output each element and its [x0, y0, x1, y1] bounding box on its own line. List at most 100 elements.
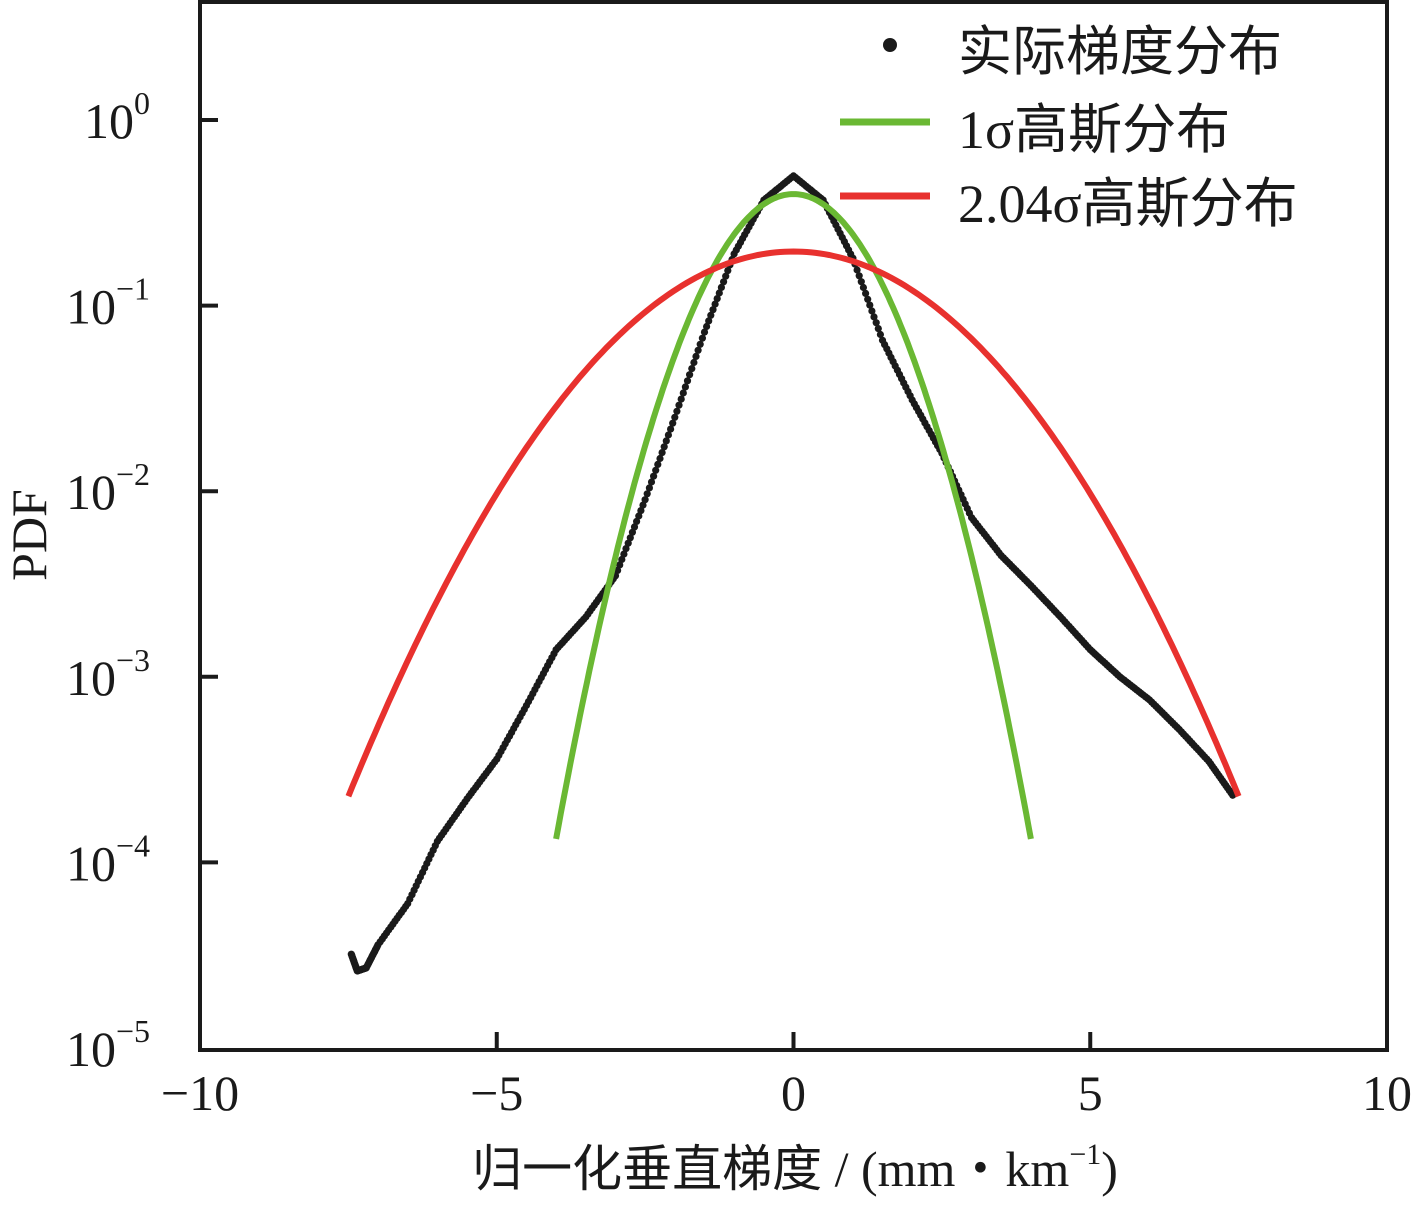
- data-point: [686, 371, 694, 379]
- data-point: [853, 266, 861, 274]
- x-axis-title-superscript: −1: [1069, 1138, 1101, 1171]
- data-point: [656, 454, 664, 463]
- legend-label-1sigma: 1σ高斯分布: [958, 100, 1230, 160]
- data-point: [857, 278, 865, 286]
- x-axis-title: 归一化垂直梯度 / (mm・km−1): [472, 1138, 1118, 1197]
- data-point: [864, 295, 872, 303]
- y-tick-exponent: −3: [116, 642, 150, 678]
- data-point: [671, 413, 679, 421]
- data-point: [639, 501, 647, 509]
- legend: 实际梯度分布 1σ高斯分布 2.04σ高斯分布: [840, 22, 1298, 234]
- data-point: [645, 484, 654, 492]
- y-tick-base: 10: [66, 650, 116, 706]
- y-tick-label: 10−2: [66, 456, 150, 520]
- data-point: [662, 437, 670, 445]
- y-tick-exponent: 0: [134, 85, 150, 121]
- y-tick-base: 10: [66, 279, 116, 335]
- data-point: [643, 490, 651, 498]
- data-point: [715, 289, 723, 297]
- data-point: [667, 425, 675, 433]
- data-point: [870, 313, 878, 321]
- data-point: [626, 534, 634, 542]
- data-point: [630, 523, 639, 531]
- y-tick-label: 10−3: [66, 642, 150, 706]
- data-point: [624, 539, 632, 547]
- legend-label-2-04sigma: 2.04σ高斯分布: [958, 174, 1298, 234]
- data-point: [673, 407, 681, 415]
- data-point: [707, 311, 715, 319]
- data-point: [713, 295, 721, 303]
- x-tick-label: −10: [161, 1065, 239, 1121]
- data-point: [683, 377, 692, 385]
- data-point: [628, 528, 637, 536]
- data-point: [717, 283, 726, 291]
- data-point: [872, 319, 880, 327]
- y-tick-label: 10−1: [66, 271, 150, 335]
- x-axis-title-main: 归一化垂直梯度 / (mm・km: [472, 1141, 1069, 1197]
- y-tick-exponent: −1: [116, 271, 150, 307]
- data-point: [720, 278, 728, 286]
- y-tick-base: 10: [66, 464, 116, 520]
- data-point: [705, 317, 713, 325]
- data-point: [675, 401, 683, 409]
- data-layer: [345, 172, 1242, 975]
- gaussian-curve-2: [345, 248, 1242, 798]
- data-point: [679, 389, 687, 397]
- data-point: [698, 334, 707, 342]
- y-tick-base: 10: [84, 93, 134, 149]
- data-point: [622, 545, 630, 553]
- data-point: [868, 307, 876, 315]
- data-point: [703, 322, 711, 331]
- data-point: [614, 566, 622, 575]
- data-point: [647, 478, 656, 486]
- data-point: [690, 358, 698, 367]
- actual-distribution-points: [347, 172, 1237, 975]
- data-point: [681, 383, 690, 391]
- y-axis-title: PDF: [1, 489, 57, 581]
- data-point: [654, 460, 662, 468]
- legend-marker-actual: [883, 38, 897, 52]
- data-point: [692, 352, 700, 360]
- data-point: [866, 301, 874, 309]
- y-tick-base: 10: [66, 835, 116, 891]
- x-tick-label: −5: [470, 1065, 523, 1121]
- data-point: [694, 346, 702, 354]
- data-point: [722, 272, 730, 280]
- x-tick-label: 10: [1362, 1065, 1412, 1121]
- x-tick-label: 5: [1078, 1065, 1103, 1121]
- data-point: [616, 561, 624, 569]
- data-point: [677, 395, 685, 403]
- y-tick-exponent: −4: [116, 827, 150, 863]
- data-point: [876, 330, 885, 339]
- data-point: [700, 328, 709, 336]
- data-point: [633, 517, 641, 526]
- data-point: [711, 300, 719, 308]
- data-point: [652, 466, 660, 474]
- data-point: [618, 555, 626, 564]
- data-point: [855, 272, 863, 280]
- data-point: [658, 449, 666, 457]
- data-point: [635, 512, 643, 520]
- data-point: [620, 550, 628, 558]
- x-axis-title-tail: ): [1101, 1141, 1118, 1197]
- data-point: [660, 443, 668, 451]
- data-point: [641, 496, 649, 504]
- y-tick-label: 100: [84, 85, 150, 149]
- legend-label-actual: 实际梯度分布: [958, 22, 1282, 82]
- data-point: [650, 472, 658, 480]
- data-point: [637, 507, 645, 515]
- data-point: [696, 340, 704, 348]
- y-tick-exponent: −5: [116, 1013, 150, 1049]
- y-tick-label: 10−5: [66, 1013, 150, 1077]
- data-point: [664, 431, 673, 439]
- x-tick-label: 0: [781, 1065, 806, 1121]
- data-point: [859, 283, 868, 292]
- data-point: [688, 365, 696, 373]
- y-tick-label: 10−4: [66, 827, 150, 891]
- data-point: [874, 325, 882, 333]
- data-point: [669, 419, 677, 427]
- y-tick-exponent: −2: [116, 456, 150, 492]
- y-tick-base: 10: [66, 1021, 116, 1077]
